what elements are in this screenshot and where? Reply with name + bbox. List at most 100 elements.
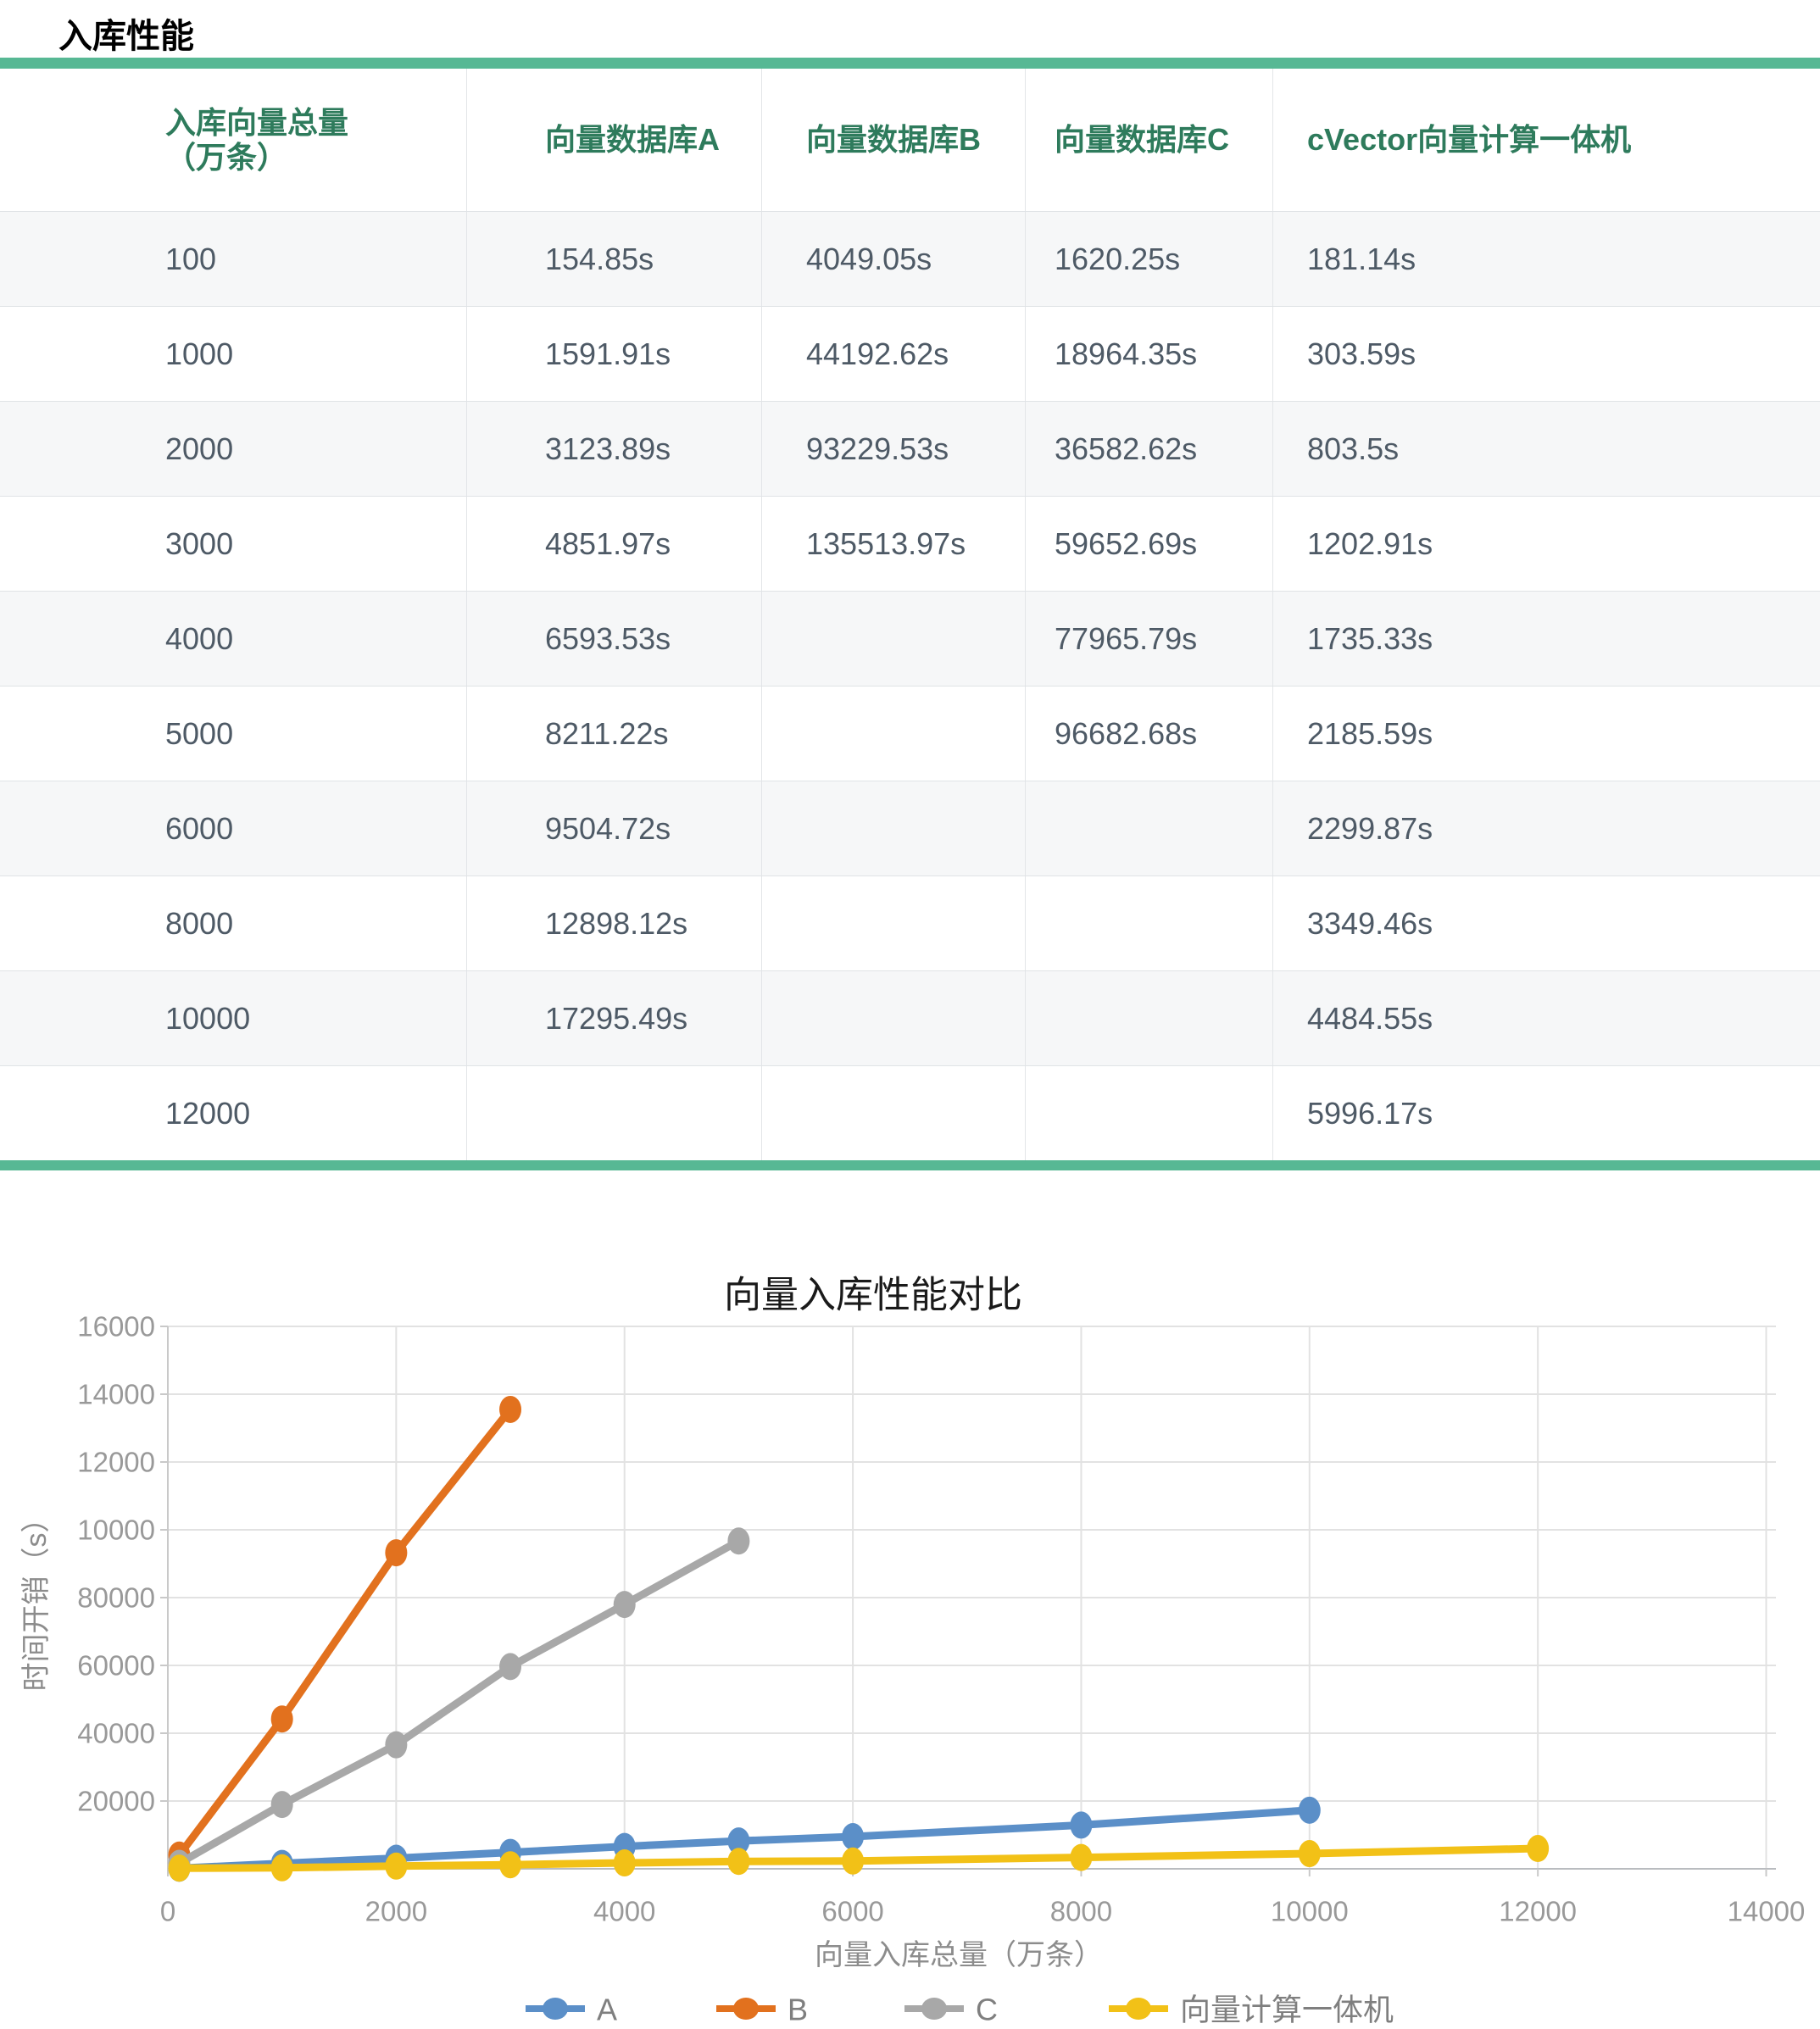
legend-dot-marker xyxy=(921,1998,947,2020)
table-cell: 2000 xyxy=(0,402,467,496)
table-header-row: 入库向量总量（万条） 向量数据库A 向量数据库B 向量数据库C cVector向… xyxy=(0,69,1820,211)
table-row: 6000 9504.72s 2299.87s xyxy=(0,781,1820,876)
table-cell: 2185.59s xyxy=(1307,715,1433,751)
performance-table: 入库向量总量（万条） 向量数据库A 向量数据库B 向量数据库C cVector向… xyxy=(0,58,1820,1170)
header-cell-db-b: 向量数据库B xyxy=(762,69,1026,211)
chart-tick-labels: 1600014000120001000080000600004000020000… xyxy=(77,1311,1805,1927)
data-point xyxy=(270,1854,293,1882)
chart-grid xyxy=(168,1326,1776,1869)
data-point xyxy=(168,1854,191,1882)
y-tick-label: 60000 xyxy=(77,1650,155,1682)
table-cell: 1735.33s xyxy=(1307,620,1433,656)
table-cell: 3349.46s xyxy=(1307,905,1433,941)
table-cell xyxy=(762,781,1026,876)
x-tick-label: 6000 xyxy=(821,1896,883,1927)
table-cell: 44192.62s xyxy=(762,307,1026,401)
table-cell: 77965.79s xyxy=(1026,592,1273,686)
y-axis-title: 时间开销（s） xyxy=(20,1504,53,1692)
table-row: 3000 4851.97s 135513.97s 59652.69s 1202.91s xyxy=(0,496,1820,591)
table-cell: 6593.53s xyxy=(467,592,762,686)
x-tick-label: 12000 xyxy=(1499,1896,1577,1927)
legend-label: A xyxy=(597,1993,617,2027)
table-cell xyxy=(762,876,1026,970)
table-cell: 3000 xyxy=(0,497,467,591)
data-point xyxy=(613,1849,636,1877)
table-cell: 2299.87s xyxy=(1307,810,1433,846)
table-cell xyxy=(1026,876,1273,970)
data-point xyxy=(1298,1796,1321,1824)
table-cell: 303.59s xyxy=(1307,336,1416,371)
table-row: 12000 5996.17s xyxy=(0,1065,1820,1160)
data-point xyxy=(1527,1835,1550,1863)
data-point xyxy=(270,1791,293,1819)
table-cell: 5996.17s xyxy=(1307,1095,1433,1131)
legend-label: C xyxy=(976,1993,998,2027)
table-cell: 93229.53s xyxy=(762,402,1026,496)
table-cell xyxy=(1026,1066,1273,1160)
data-point xyxy=(499,1653,522,1681)
data-point xyxy=(727,1527,750,1555)
x-tick-label: 14000 xyxy=(1728,1896,1806,1927)
series-C xyxy=(168,1527,750,1877)
table-row: 2000 3123.89s 93229.53s 36582.62s 803.5s xyxy=(0,401,1820,496)
table-cell: 1591.91s xyxy=(467,307,762,401)
table-row: 8000 12898.12s 3349.46s xyxy=(0,876,1820,970)
table-cell xyxy=(1026,781,1273,876)
data-point xyxy=(727,1848,750,1876)
data-point xyxy=(1070,1843,1093,1871)
table-cell: 154.85s xyxy=(467,212,762,306)
x-tick-label: 2000 xyxy=(365,1896,427,1927)
table-cell xyxy=(762,971,1026,1065)
header-cell-db-a: 向量数据库A xyxy=(467,69,762,211)
y-tick-label: 40000 xyxy=(77,1718,155,1749)
chart-legend: A B C 向量计算一体机 xyxy=(526,1993,1394,2027)
table-cell: 9504.72s xyxy=(467,781,762,876)
data-point xyxy=(727,1827,750,1855)
table-cell xyxy=(1026,971,1273,1065)
table-cell xyxy=(762,1066,1026,1160)
series-B xyxy=(168,1395,522,1869)
header-cell-total: 入库向量总量（万条） xyxy=(0,69,467,211)
table-bottom-border xyxy=(0,1160,1820,1170)
data-point xyxy=(499,1395,522,1423)
table-cell: 4851.97s xyxy=(467,497,762,591)
y-tick-label: 16000 xyxy=(77,1311,155,1342)
y-tick-label: 12000 xyxy=(77,1447,155,1478)
header-cell-db-c: 向量数据库C xyxy=(1026,69,1273,211)
legend-dot-marker xyxy=(1126,1998,1151,2020)
data-point xyxy=(385,1852,408,1880)
table-cell: 803.5s xyxy=(1307,431,1400,466)
table-row: 1000 1591.91s 44192.62s 18964.35s 303.59s xyxy=(0,306,1820,401)
table-cell xyxy=(762,592,1026,686)
table-cell: 12000 xyxy=(0,1066,467,1160)
table-cell xyxy=(467,1066,762,1160)
table-cell: 135513.97s xyxy=(762,497,1026,591)
y-tick-label: 20000 xyxy=(77,1786,155,1817)
performance-chart: 1600014000120001000080000600004000020000… xyxy=(20,1275,1805,2027)
series-向量计算一体机 xyxy=(168,1835,1550,1882)
table-cell: 8000 xyxy=(0,876,467,970)
table-cell: 1620.25s xyxy=(1026,212,1273,306)
legend-label: B xyxy=(788,1993,808,2027)
table-cell: 36582.62s xyxy=(1026,402,1273,496)
table-cell: 17295.49s xyxy=(467,971,762,1065)
table-cell: 181.14s xyxy=(1307,241,1416,276)
table-row: 5000 8211.22s 96682.68s 2185.59s xyxy=(0,686,1820,781)
data-point xyxy=(842,1847,865,1875)
data-point xyxy=(385,1539,408,1567)
legend-dot-marker xyxy=(733,1998,759,2020)
table-cell: 8211.22s xyxy=(467,687,762,781)
x-tick-label: 8000 xyxy=(1050,1896,1112,1927)
y-tick-label: 10000 xyxy=(77,1515,155,1546)
table-top-border xyxy=(0,58,1820,69)
table-cell: 10000 xyxy=(0,971,467,1065)
x-tick-label: 10000 xyxy=(1271,1896,1349,1927)
table-body: 100 154.85s 4049.05s 1620.25s 181.14s 1000 159… xyxy=(0,211,1820,1160)
table-row: 4000 6593.53s 77965.79s 1735.33s xyxy=(0,591,1820,686)
data-point xyxy=(270,1705,293,1733)
data-point xyxy=(1298,1840,1321,1868)
data-point xyxy=(385,1731,408,1759)
data-point xyxy=(499,1851,522,1879)
table-cell: 18964.35s xyxy=(1026,307,1273,401)
